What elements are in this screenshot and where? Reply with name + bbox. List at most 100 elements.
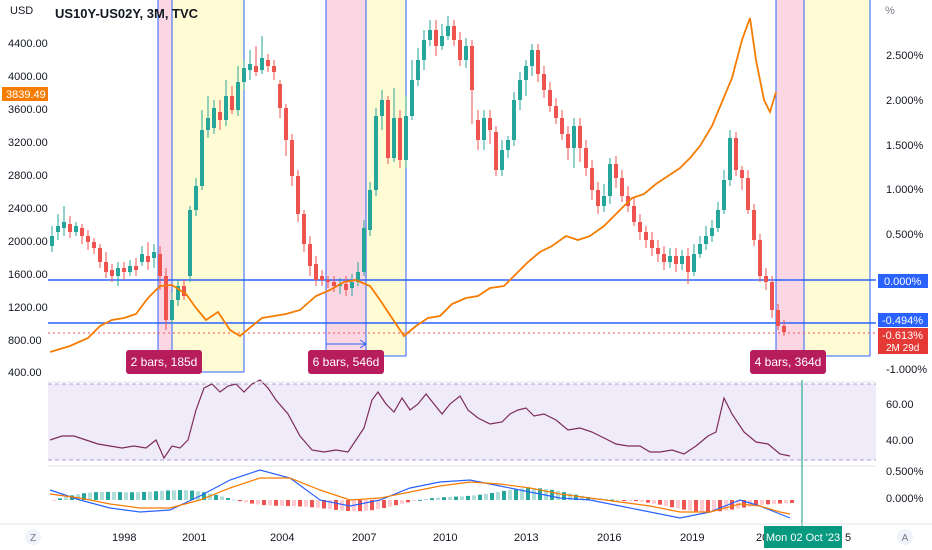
macd-histogram — [52, 488, 794, 512]
candle-body — [56, 226, 60, 232]
candle-body — [104, 262, 108, 272]
candle-body — [512, 100, 516, 140]
macd-bar — [178, 490, 182, 500]
candle-body — [554, 106, 558, 118]
macd-bar — [172, 490, 176, 500]
macd-bar — [508, 489, 512, 500]
macd-bar — [562, 492, 566, 500]
candle-body — [518, 80, 522, 100]
range-label-1-text: 2 bars, 185d — [131, 355, 198, 369]
macd-bar — [640, 500, 644, 502]
mid-badge-text: -0.494% — [882, 315, 923, 327]
zoom-button-label[interactable]: Z — [30, 533, 36, 544]
candle-body — [272, 66, 276, 72]
candle-body — [362, 228, 366, 272]
candle-body — [134, 266, 138, 270]
candle-body — [278, 84, 282, 108]
range-label-2-text: 6 bars, 546d — [313, 355, 380, 369]
candle-body — [350, 282, 354, 288]
candle-body — [692, 254, 696, 272]
macd-bar — [676, 500, 680, 509]
macd-bar — [574, 494, 578, 500]
zoom-button[interactable]: Z — [25, 529, 41, 545]
macd-tick-label: 0.000% — [886, 493, 924, 505]
macd-bar — [94, 492, 98, 500]
range-label-1: 2 bars, 185d — [126, 350, 202, 374]
macd-bar — [262, 500, 266, 506]
last-value-text: -0.613% — [882, 330, 923, 342]
time-tick-label: 2010 — [433, 532, 457, 544]
candle-body — [320, 276, 324, 280]
macd-bar — [634, 500, 638, 502]
macd-bar — [142, 491, 146, 500]
time-tick-label: 2004 — [270, 532, 294, 544]
candle-body — [62, 222, 66, 228]
candle-body — [68, 224, 72, 232]
candle-body — [314, 264, 318, 280]
candle-body — [122, 268, 126, 272]
rsi-pane[interactable] — [48, 379, 876, 461]
candle-body — [500, 150, 504, 170]
candle-body — [488, 118, 492, 130]
candle-body — [728, 138, 732, 180]
macd-pane[interactable] — [48, 381, 876, 519]
candle-body — [770, 282, 774, 310]
macd-bar — [370, 500, 374, 511]
right-tick-label: 0.500% — [886, 229, 924, 241]
macd-bar — [502, 490, 506, 500]
macd-bar — [76, 494, 80, 500]
candle-body — [164, 276, 168, 320]
candle-body — [680, 256, 684, 264]
macd-bar — [472, 495, 476, 500]
left-tick-label: 3600.00 — [8, 104, 48, 116]
rsi-axis[interactable]: 60.00 40.00 — [886, 399, 914, 447]
macd-bar — [376, 500, 380, 510]
candle-body — [206, 118, 210, 130]
candle-body — [296, 176, 300, 214]
candle-body — [614, 164, 618, 178]
candle-body — [602, 196, 606, 206]
macd-bar — [670, 500, 674, 508]
candle-body — [644, 232, 648, 240]
right-unit-label: % — [885, 5, 895, 17]
range-arrow — [326, 339, 367, 349]
left-axis[interactable]: 4400.00 4000.00 3600.00 3200.00 2800.00 2400.… — [8, 38, 48, 379]
candle-body — [326, 280, 330, 282]
left-tick-label: 400.00 — [8, 367, 42, 379]
candle-body — [266, 60, 270, 66]
mid-badge: -0.494% — [878, 313, 928, 327]
right-axis[interactable]: 2.500% 2.000% 1.500% 1.000% 0.500% -1.000% — [886, 50, 927, 376]
macd-axis[interactable]: 0.500% 0.000% — [886, 466, 924, 505]
candle-body — [200, 130, 204, 186]
macd-bar — [730, 500, 734, 510]
macd-bar — [430, 498, 434, 500]
yellow-zone-1 — [172, 0, 244, 372]
candle-body — [158, 254, 162, 276]
pink-zone-1 — [158, 0, 172, 372]
candle-body — [128, 266, 132, 272]
macd-bar — [424, 498, 428, 500]
symbol-title[interactable]: US10Y-US02Y, 3M, TVC — [55, 6, 199, 21]
macd-bar — [460, 496, 464, 500]
macd-bar — [106, 491, 110, 500]
candle-body — [668, 256, 672, 262]
candle-body — [308, 244, 312, 266]
candle-body — [764, 276, 768, 282]
candle-body — [746, 178, 750, 210]
candle-body — [152, 252, 156, 258]
macd-bar — [100, 491, 104, 500]
macd-bar — [622, 500, 626, 501]
candle-body — [722, 180, 726, 210]
macd-bar — [448, 496, 452, 500]
macd-bar — [250, 500, 254, 504]
macd-bar — [712, 500, 716, 512]
auto-scale-button[interactable]: A — [897, 529, 913, 545]
macd-bar — [454, 496, 458, 500]
macd-bar — [298, 500, 302, 507]
auto-scale-button-label[interactable]: A — [902, 533, 909, 544]
candle-body — [80, 228, 84, 236]
rsi-band — [48, 384, 876, 460]
candle-body — [98, 248, 102, 262]
candle-body — [704, 236, 708, 244]
